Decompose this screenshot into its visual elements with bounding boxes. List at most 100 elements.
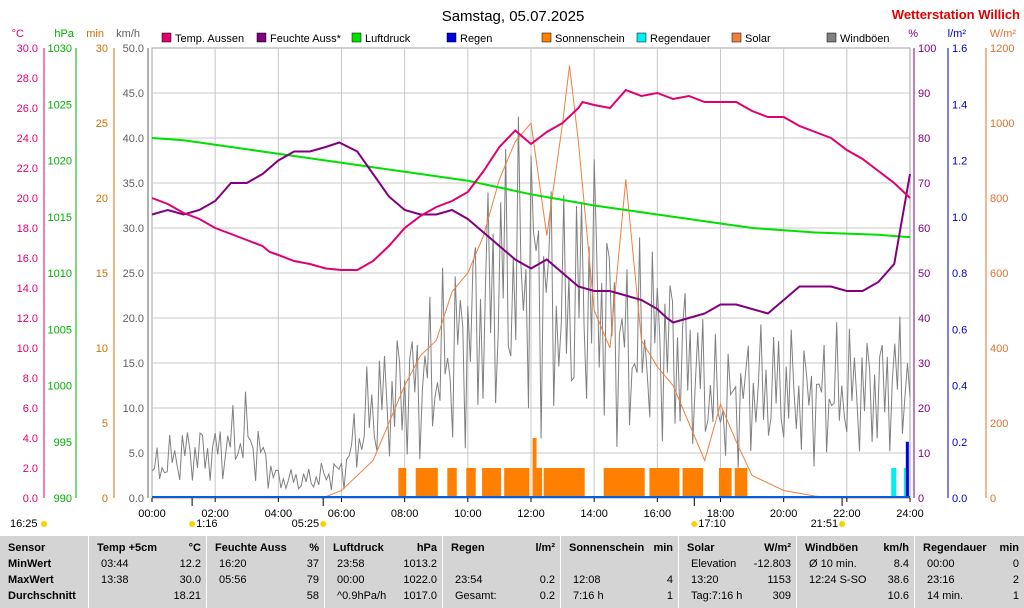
sunshine-bar	[532, 468, 543, 498]
stats-cell-label: Regen	[451, 542, 485, 554]
tick-label: 24.0	[17, 133, 38, 145]
stats-cell-value: 30.0	[179, 574, 201, 586]
stats-cell-value: 309	[772, 590, 791, 602]
tick-label: 50.0	[123, 43, 144, 55]
legend-label: Regen	[460, 33, 492, 45]
sunshine-bar	[482, 468, 501, 498]
tick-label: 600	[990, 268, 1008, 280]
stats-cell-label: Ø 10 min.	[809, 558, 857, 570]
tick-label: 0.8	[952, 268, 967, 280]
stats-cell-value: 37	[306, 558, 319, 570]
stats-cell-value: km/h	[883, 542, 909, 554]
legend-swatch	[351, 32, 362, 43]
stats-cell-label: Sensor	[8, 542, 46, 554]
time-label: 00:00	[138, 508, 166, 520]
tick-label: 30	[96, 43, 108, 55]
stats-cell-label: 12:08	[573, 574, 601, 586]
tick-label: 1000	[48, 381, 72, 393]
stats-cell-value: °C	[188, 542, 201, 554]
sunshine-bar	[603, 468, 645, 498]
sunshine-bar	[415, 468, 438, 498]
tick-label: 30	[918, 358, 930, 370]
stats-cell-value: W/m²	[764, 542, 791, 554]
tick-label: 1000	[990, 118, 1014, 130]
tick-label: 400	[990, 343, 1008, 355]
time-label: 10:00	[454, 508, 482, 520]
tick-label: 90	[918, 88, 930, 100]
time-axis: 00:00 02:00 04:00 06:00 08:00 10:00 12:00 14:00…	[10, 498, 924, 530]
tick-label: 30.0	[123, 223, 144, 235]
stats-cell-value: 0.2	[539, 574, 555, 586]
legend-swatch	[826, 32, 837, 43]
stats-cell-label: Temp +5cm	[97, 542, 158, 554]
tick-label: 1005	[48, 324, 72, 336]
stats-cell-label: 03:44	[101, 558, 129, 570]
current-time-dot	[41, 521, 47, 527]
tick-label: 0.6	[952, 324, 967, 336]
sunshine-bar	[718, 468, 732, 498]
stats-cell-value: l/m²	[535, 542, 555, 554]
stats-cell-label: Feuchte Auss	[215, 542, 287, 554]
stats-cell-label: 23:58	[337, 558, 365, 570]
sunshine-bar	[447, 468, 457, 498]
stats-cell-label: 00:00	[337, 574, 365, 586]
series-temp	[151, 88, 911, 271]
sun-marker-dot	[839, 521, 846, 527]
tick-label: 5.0	[129, 448, 144, 460]
sunshine-bar	[682, 468, 704, 498]
tick-label: 35.0	[123, 178, 144, 190]
legend-label: Temp. Aussen	[175, 33, 244, 45]
stats-cell-label: Gesamt:	[455, 590, 497, 602]
tick-label: 0.0	[23, 493, 38, 505]
tick-label: 1020	[48, 156, 72, 168]
stats-cell-value: 0.2	[539, 590, 555, 602]
axis-unit-wind: km/h	[116, 28, 140, 40]
time-label: 24:00	[896, 508, 924, 520]
tick-label: 995	[54, 437, 72, 449]
tick-label: 12.0	[17, 313, 38, 325]
tick-label: 200	[990, 418, 1008, 430]
tick-label: 60	[918, 223, 930, 235]
right-axes: 0 10 20 30 40 50 60 70 80 90 100 0.0 0.2 0.4 0.6 0.8 1.0…	[913, 43, 1014, 505]
tick-label: 1.4	[952, 99, 967, 111]
time-label: 20:00	[770, 508, 798, 520]
stats-column: Feuchte Auss% 16:20 37 05:56 79 58	[206, 536, 325, 608]
tick-label: 50	[918, 268, 930, 280]
tick-label: 20.0	[17, 193, 38, 205]
axis-unit-solar: W/m²	[990, 28, 1017, 40]
tick-label: 25.0	[123, 268, 144, 280]
time-label: 02:00	[201, 508, 229, 520]
legend-label: Sonnenschein	[555, 33, 625, 45]
sunshine-bar	[543, 468, 585, 498]
stats-cell-label: Regendauer	[923, 542, 987, 554]
stats-cell-value: -12.803	[753, 558, 791, 570]
tick-label: 5	[102, 418, 108, 430]
sunshine-bar	[466, 468, 476, 498]
stats-cell-label: 23:16	[927, 574, 955, 586]
tick-label: 4.0	[23, 433, 38, 445]
time-label: 08:00	[391, 508, 419, 520]
series-luftdruck	[151, 137, 910, 238]
tick-label: 40.0	[123, 133, 144, 145]
regen-bar	[905, 441, 909, 498]
stats-cell-label: Elevation	[691, 558, 737, 570]
stats-column: Regen l/m² 23:54 0.2 Gesamt: 0.2	[442, 536, 561, 608]
tick-label: 10.0	[123, 403, 144, 415]
tick-label: 16.0	[17, 253, 38, 265]
weather-chart: Samstag, 05.07.2025 Wetterstation Willic…	[10, 7, 1020, 530]
series-windboeen	[151, 116, 911, 491]
stats-cell-value: 8.4	[893, 558, 909, 570]
stats-cell-value: 18.21	[173, 590, 201, 602]
tick-label: 10	[918, 448, 930, 460]
stats-cell-value: %	[309, 542, 319, 554]
legend-swatch	[446, 32, 457, 43]
stats-cell-value: 4	[666, 574, 673, 586]
axis-unit-minutes: min	[86, 28, 104, 40]
tick-label: 100	[918, 43, 936, 55]
stats-cell-label: 7:16 h	[573, 590, 604, 602]
axis-unit-hum: %	[908, 28, 918, 40]
legend-label: Solar	[745, 33, 771, 45]
tick-label: 70	[918, 178, 930, 190]
legend-swatch	[256, 32, 267, 43]
stats-cell-label: Luftdruck	[333, 542, 384, 554]
